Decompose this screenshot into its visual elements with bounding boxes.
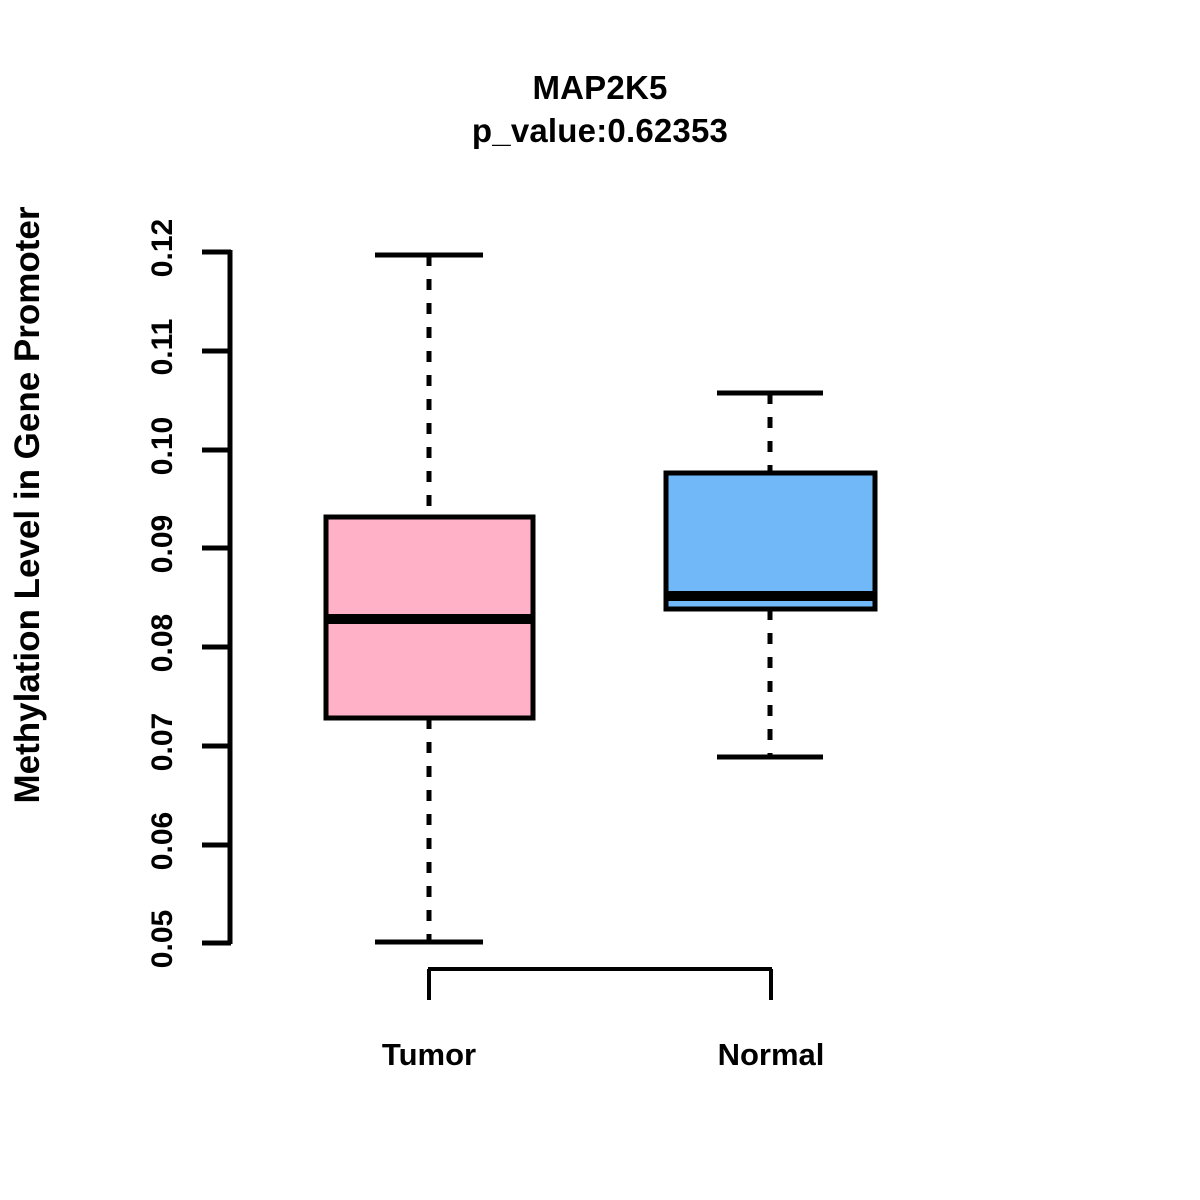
x-label-tumor: Tumor [381, 1037, 477, 1072]
y-tick-label-0.11: 0.11 [146, 318, 179, 376]
normal-iqr-box [663, 470, 878, 612]
y-tick-label-0.09: 0.09 [146, 514, 179, 574]
y-tick-label-0.12: 0.12 [146, 218, 179, 278]
x-label-normal: Normal [717, 1037, 825, 1072]
y-tick-label-0.08: 0.08 [146, 613, 179, 673]
y-tick-label-0.05: 0.05 [146, 909, 179, 969]
y-axis [202, 249, 233, 946]
box-tumor [323, 252, 536, 945]
x-axis [427, 967, 773, 1000]
y-tick-label-0.10: 0.10 [146, 416, 179, 476]
box-normal [663, 390, 878, 760]
y-tick-label-0.06: 0.06 [146, 811, 179, 871]
y-tick-label-0.07: 0.07 [146, 712, 179, 772]
